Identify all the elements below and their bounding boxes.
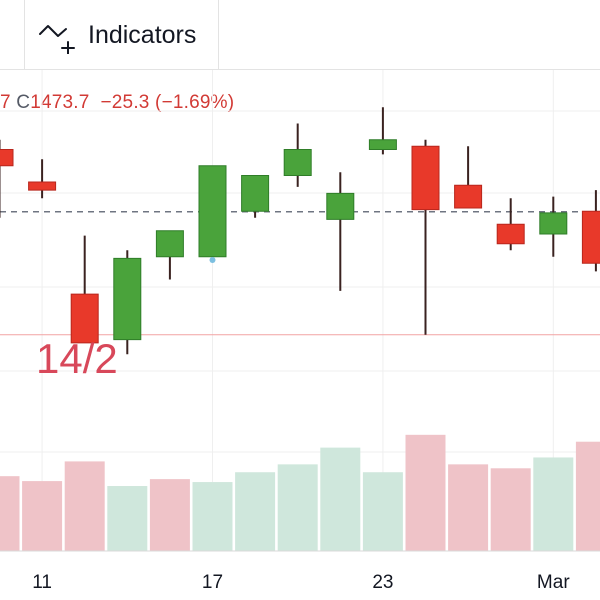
volume-bar	[490, 468, 531, 551]
volume-bar	[320, 447, 361, 551]
volume-bar	[64, 461, 105, 551]
ohlc-legend: 7 C1473.7 −25.3 (−1.69%)	[0, 92, 234, 114]
price-lines	[0, 210, 600, 336]
candle-up	[283, 149, 312, 176]
volume-bar	[149, 479, 190, 551]
volume-bar	[575, 441, 600, 551]
legend-open-fragment: 7	[0, 92, 11, 113]
volume-bar	[533, 457, 574, 551]
candle-up	[241, 175, 270, 212]
candle-down	[70, 293, 99, 344]
candle-up	[326, 192, 355, 220]
indicators-label: Indicators	[88, 21, 197, 49]
volume-bar	[22, 481, 63, 551]
candle-marker-dot	[209, 257, 216, 263]
candle-down	[454, 184, 483, 209]
time-axis-tick-label: Mar	[537, 572, 570, 593]
candle-down	[581, 210, 600, 264]
volume-bar	[362, 472, 403, 551]
legend-change: −25.3	[100, 92, 150, 113]
volume-bar	[448, 464, 489, 551]
chart-grid	[0, 70, 600, 551]
volume-bar	[0, 476, 20, 551]
indicators-icon	[39, 25, 75, 54]
candle-up	[539, 212, 568, 235]
price-chart[interactable]: 11 17 23 Mar	[0, 70, 600, 600]
date-overlay-label: 14/2	[36, 335, 118, 382]
candle-up	[368, 139, 397, 150]
time-axis-tick-label: 17	[202, 572, 223, 593]
toolbar-divider	[24, 0, 25, 69]
candle-down	[496, 223, 525, 245]
candle-up	[198, 165, 227, 258]
legend-change-percent: (−1.69%)	[155, 92, 235, 113]
volume-bars	[0, 434, 600, 551]
candle-down	[411, 145, 440, 211]
time-axis-tick-label: 11	[32, 572, 52, 593]
top-toolbar: Indicators	[0, 0, 600, 70]
volume-bar	[107, 486, 148, 551]
candle-down	[28, 181, 57, 191]
indicators-button[interactable]: Indicators	[25, 0, 219, 69]
volume-bar	[192, 482, 233, 551]
candle-down	[0, 149, 14, 167]
volume-bar	[235, 472, 276, 551]
time-axis: 11 17 23 Mar	[0, 550, 600, 593]
legend-close-key: C	[16, 92, 31, 113]
candle-up	[113, 257, 142, 341]
legend-close-value: 1473.7	[30, 92, 90, 113]
candlesticks	[0, 107, 600, 355]
time-axis-tick-label: 23	[372, 572, 393, 593]
volume-bar	[405, 434, 446, 551]
volume-bar	[277, 464, 318, 551]
candle-up	[155, 230, 184, 258]
